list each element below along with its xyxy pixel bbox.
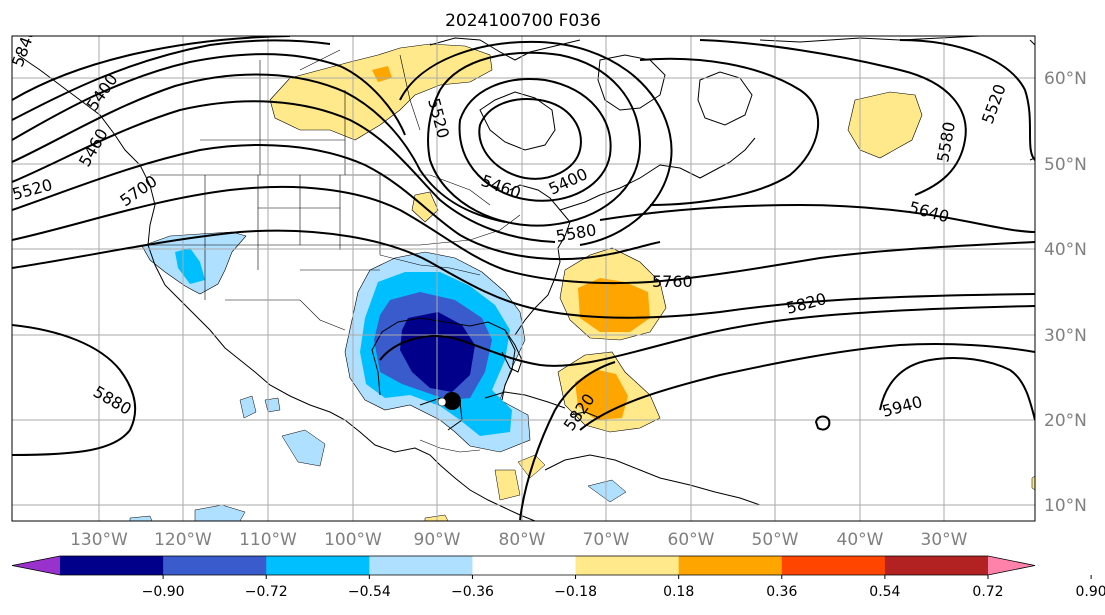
colorbar-segment — [575, 556, 680, 575]
colorbar-tick-label: −0.54 — [348, 584, 391, 600]
colorbar-segment — [266, 556, 370, 575]
lon-label-60w: 60°W — [668, 530, 715, 550]
negative-anomaly-speck-2 — [281, 429, 326, 467]
lon-label-100w: 100°W — [324, 530, 382, 550]
colorbar-segment — [884, 556, 989, 575]
negative-anomaly-speck-4 — [194, 504, 246, 521]
positive-anomaly-core-caribbean — [575, 370, 628, 420]
lat-label-40n: 40°N — [1044, 240, 1087, 260]
colorbar-segment — [60, 556, 164, 575]
lon-label-70w: 70°W — [583, 530, 630, 550]
lon-label-40w: 40°W — [837, 530, 884, 550]
positive-anomaly-region-north-atlantic — [847, 91, 923, 159]
colorbar-tick-label: 0.36 — [766, 584, 797, 600]
positive-anomaly-speck-4 — [1031, 475, 1035, 491]
colorbar-segment — [472, 556, 577, 575]
colorbar-outline — [11, 555, 1036, 576]
map-border — [11, 35, 1036, 522]
colorbar-segment — [163, 556, 267, 575]
colorbar-tick-label: −0.90 — [142, 584, 185, 600]
lat-label-60n: 60°N — [1044, 69, 1087, 89]
longitude-labels: 130°W 120°W 110°W 100°W 90°W 80°W 70°W 6… — [70, 530, 968, 550]
lon-label-110w: 110°W — [239, 530, 297, 550]
negative-anomaly-speck-5 — [129, 515, 153, 521]
colorbar — [11, 555, 1036, 576]
lon-label-30w: 30°W — [921, 530, 968, 550]
negative-anomaly-speck-1 — [239, 395, 257, 419]
colorbar-segment — [678, 556, 783, 575]
storm-eye-highlight — [437, 397, 447, 407]
lon-label-90w: 90°W — [414, 530, 461, 550]
colorbar-tick-label: −0.72 — [245, 584, 288, 600]
height-contours — [12, 36, 1035, 521]
lat-label-20n: 20°N — [1044, 411, 1087, 431]
colorbar-tick-label: 0.54 — [869, 584, 900, 600]
colorbar-tick-label: 0.90 — [1076, 584, 1105, 600]
colorbar-tick-label: 0.72 — [972, 584, 1003, 600]
colorbar-extend-min — [12, 556, 60, 575]
lat-label-30n: 30°N — [1044, 326, 1087, 346]
storm-center-marker — [443, 392, 461, 410]
map-title: 2024100700 F036 — [445, 11, 601, 31]
lat-label-10n: 10°N — [1044, 496, 1087, 516]
lon-label-130w: 130°W — [70, 530, 128, 550]
colorbar-tick-label: −0.36 — [451, 584, 494, 600]
lon-label-80w: 80°W — [499, 530, 546, 550]
lat-label-50n: 50°N — [1044, 155, 1087, 175]
latitude-labels: 60°N 50°N 40°N 30°N 20°N 10°N — [1044, 69, 1087, 516]
lon-label-120w: 120°W — [154, 530, 212, 550]
colorbar-extend-max — [988, 556, 1035, 575]
negative-anomaly-speck-6 — [587, 479, 627, 503]
colorbar-tick-label: 0.18 — [663, 584, 694, 600]
contour-label-5760: 5760 — [652, 272, 693, 291]
positive-anomaly-speck-2 — [494, 469, 521, 501]
colorbar-segment — [781, 556, 886, 575]
colorbar-segment — [369, 556, 473, 575]
graticule — [12, 36, 1035, 521]
colorbar-tick-label: −0.18 — [554, 584, 597, 600]
negative-anomaly-speck-3 — [264, 397, 281, 413]
lon-label-50w: 50°W — [752, 530, 799, 550]
colorbar-tick-labels: −0.90 −0.72 −0.54 −0.36 −0.18 0.18 0.36 0.54 0.7… — [142, 575, 1105, 600]
